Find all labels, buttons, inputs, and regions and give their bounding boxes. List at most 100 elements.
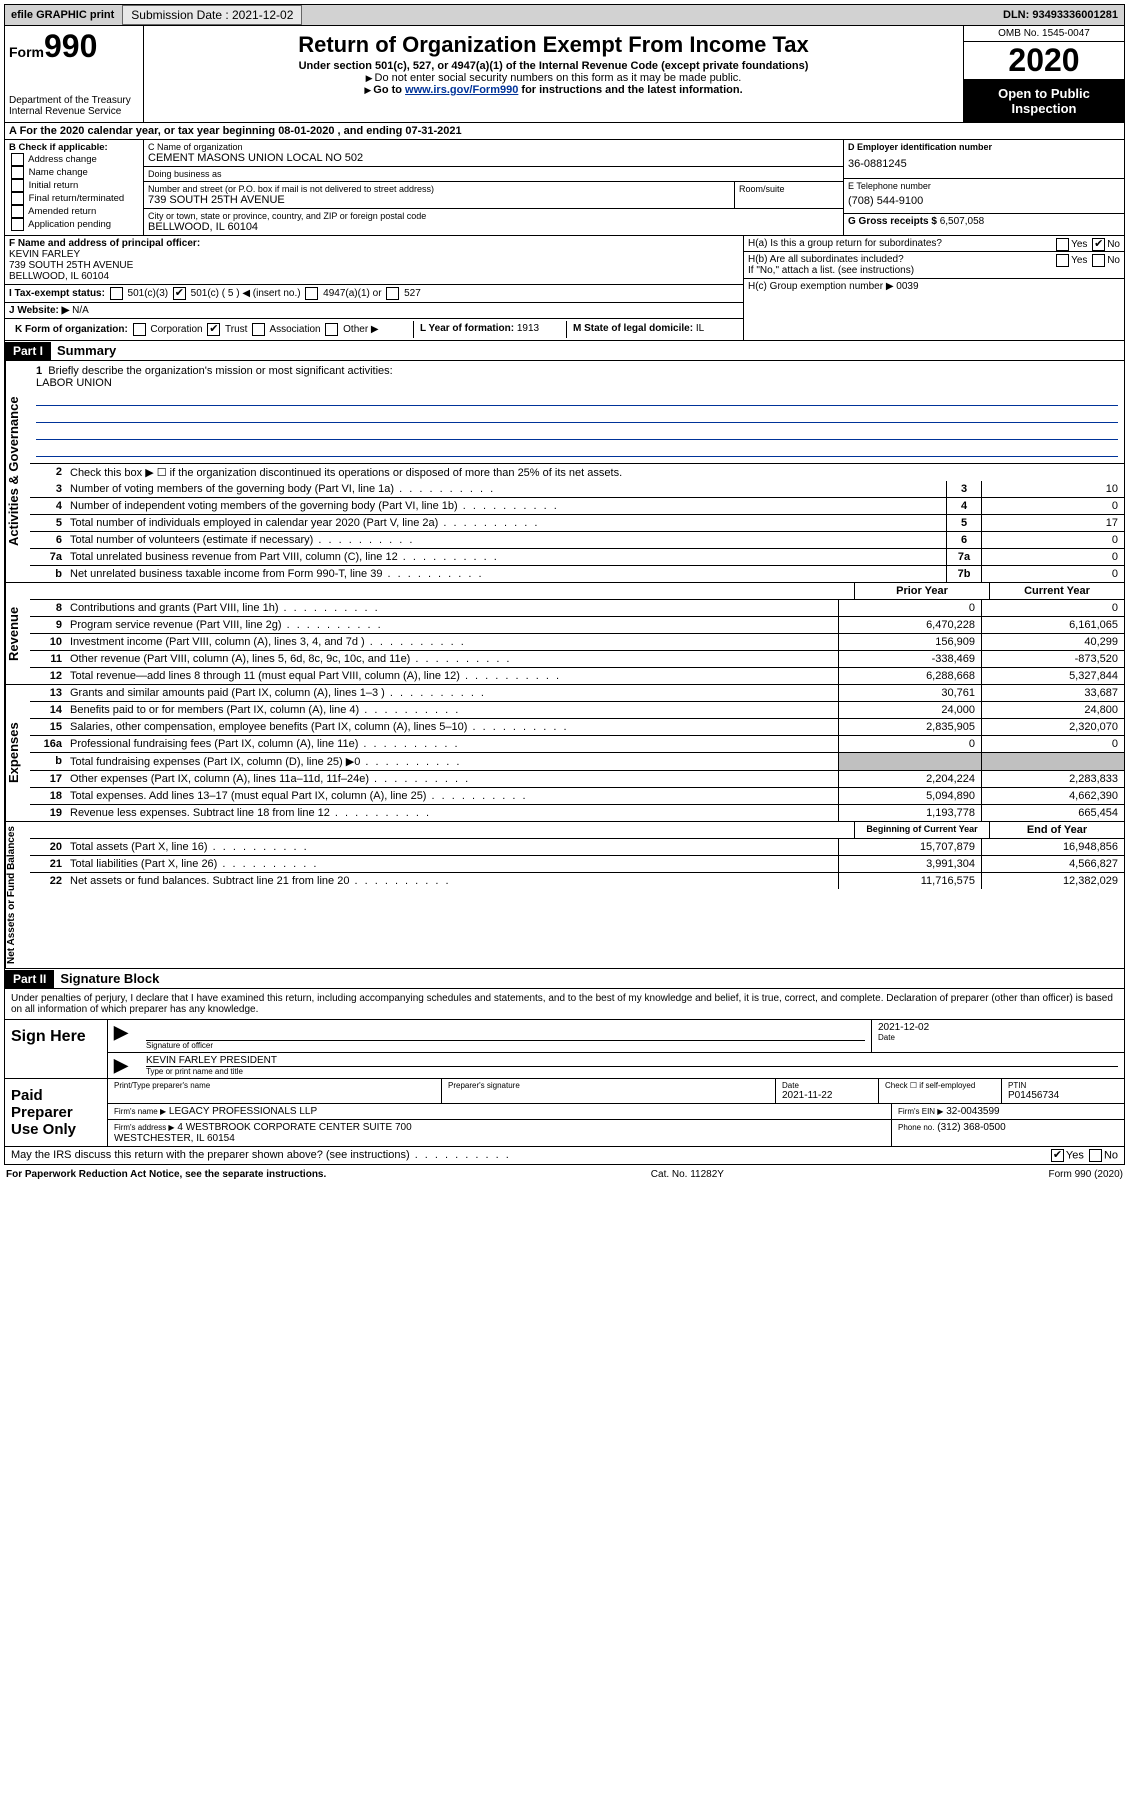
line-1: 1 Briefly describe the organization's mi… [30,361,1124,464]
line-num: 9 [30,617,66,633]
firm-ein: 32-0043599 [946,1106,999,1117]
check-discuss-no[interactable] [1089,1149,1102,1162]
gross-label: G Gross receipts $ [848,216,937,227]
line-num: 14 [30,702,66,718]
summary-line: 8Contributions and grants (Part VIII, li… [30,600,1124,617]
line-current: 6,161,065 [981,617,1124,633]
check-hb-no[interactable] [1092,254,1105,267]
summary-line: 5Total number of individuals employed in… [30,515,1124,532]
summary-line: 12Total revenue—add lines 8 through 11 (… [30,668,1124,684]
box-h: H(a) Is this a group return for subordin… [743,236,1124,340]
efile-label[interactable]: efile GRAPHIC print [5,7,120,23]
line-num: 13 [30,685,66,701]
line-prior: 11,716,575 [838,873,981,889]
line-num: 22 [30,873,66,889]
check-address-change[interactable] [11,153,24,166]
taxstatus-label: I Tax-exempt status: [9,288,105,299]
line-num: 12 [30,668,66,684]
hb-label: H(b) Are all subordinates included? [748,254,904,265]
check-app-pending[interactable] [11,218,24,231]
check-discuss-yes[interactable] [1051,1149,1064,1162]
yearform-value: 1913 [517,323,539,334]
check-name-change[interactable] [11,166,24,179]
city-label: City or town, state or province, country… [148,211,839,221]
line-prior: 2,204,224 [838,771,981,787]
line-prior: 15,707,879 [838,839,981,855]
check-final-return[interactable] [11,192,24,205]
summary-line: 22Net assets or fund balances. Subtract … [30,873,1124,889]
firm-ein-label: Firm's EIN ▶ [898,1107,943,1116]
line-desc: Total revenue—add lines 8 through 11 (mu… [66,668,838,684]
check-corp[interactable] [133,323,146,336]
check-ha-no[interactable] [1092,238,1105,251]
ein-label: D Employer identification number [848,142,992,152]
city-value: BELLWOOD, IL 60104 [148,221,839,233]
check-501c3[interactable] [110,287,123,300]
part2-header: Part II Signature Block [4,969,1125,989]
officer-name: KEVIN FARLEY [9,249,80,260]
room-label: Room/suite [739,184,839,194]
form-title: Return of Organization Exempt From Incom… [148,32,959,58]
discuss-row: May the IRS discuss this return with the… [4,1147,1125,1165]
line-num: 6 [30,532,66,548]
note-ssn: Do not enter social security numbers on … [375,72,742,84]
box-b: B Check if applicable: Address change Na… [5,140,144,235]
line-num: 5 [30,515,66,531]
submission-date-button[interactable]: Submission Date : 2021-12-02 [122,5,302,25]
yearform-label: L Year of formation: [420,323,514,334]
col-prior: Prior Year [854,583,989,599]
lbl-app-pending: Application pending [28,219,111,230]
line-desc: Total expenses. Add lines 13–17 (must eq… [66,788,838,804]
line-amt: 0 [981,532,1124,548]
summary-line: 9Program service revenue (Part VIII, lin… [30,617,1124,634]
lbl-501c: 501(c) ( 5 ) ◀ (insert no.) [191,288,301,299]
line1-value: LABOR UNION [36,377,112,389]
line-prior: 0 [838,600,981,616]
form-num: 990 [44,28,97,64]
form-prefix: Form [9,44,44,60]
check-amended[interactable] [11,205,24,218]
part1-header: Part I Summary [4,341,1125,361]
line-desc: Other expenses (Part IX, column (A), lin… [66,771,838,787]
check-assoc[interactable] [252,323,265,336]
line-current: 40,299 [981,634,1124,650]
line-current [981,753,1124,770]
check-other[interactable] [325,323,338,336]
line-num: 19 [30,805,66,821]
line-prior: 5,094,890 [838,788,981,804]
box-i: I Tax-exempt status: 501(c)(3) 501(c) ( … [5,285,743,303]
line-num: 10 [30,634,66,650]
line-current: 12,382,029 [981,873,1124,889]
formorg-label: K Form of organization: [15,324,128,335]
line-desc: Total fundraising expenses (Part IX, col… [66,753,838,770]
line-num: 11 [30,651,66,667]
check-527[interactable] [386,287,399,300]
part2-badge: Part II [5,970,54,988]
summary-line: 18Total expenses. Add lines 13–17 (must … [30,788,1124,805]
lbl-ha-no: No [1107,239,1120,250]
check-initial-return[interactable] [11,179,24,192]
check-ha-yes[interactable] [1056,238,1069,251]
check-hb-yes[interactable] [1056,254,1069,267]
line-desc: Other revenue (Part VIII, column (A), li… [66,651,838,667]
line-desc: Salaries, other compensation, employee b… [66,719,838,735]
line1-desc: Briefly describe the organization's miss… [48,365,392,377]
line-num: 15 [30,719,66,735]
line-current: 33,687 [981,685,1124,701]
line-box: 6 [946,532,981,548]
line-desc: Number of voting members of the governin… [66,481,946,497]
form990-link[interactable]: www.irs.gov/Form990 [405,84,518,96]
check-4947[interactable] [305,287,318,300]
line-a: A For the 2020 calendar year, or tax yea… [4,123,1125,140]
check-trust[interactable] [207,323,220,336]
arrow-icon: ▶ [114,1055,128,1075]
line-current: -873,520 [981,651,1124,667]
summary-line: bNet unrelated business taxable income f… [30,566,1124,582]
dba-label: Doing business as [148,169,839,179]
vtab-netassets: Net Assets or Fund Balances [5,822,30,968]
street-label: Number and street (or P.O. box if mail i… [148,184,730,194]
lbl-initial-return: Initial return [29,180,79,191]
line-current: 665,454 [981,805,1124,821]
check-501c[interactable] [173,287,186,300]
line-num: 17 [30,771,66,787]
